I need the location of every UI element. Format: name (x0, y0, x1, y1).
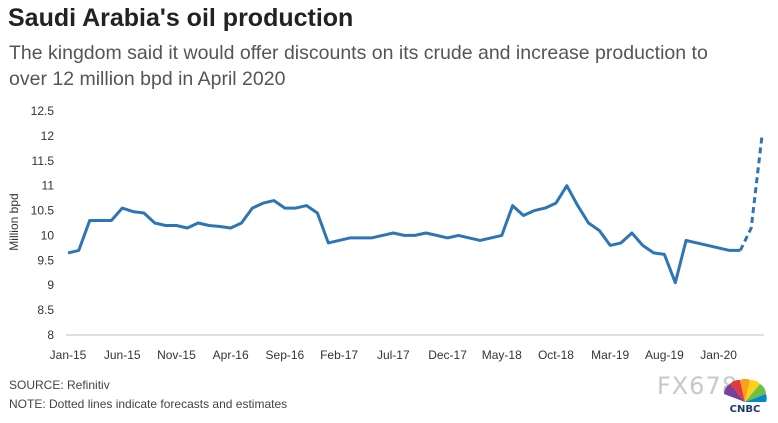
x-tick-label: May-18 (482, 348, 522, 362)
y-tick-label: 11 (42, 179, 55, 193)
x-tick-label: Feb-17 (320, 348, 358, 362)
forecast-line (738, 135, 764, 252)
y-tick-label: 12 (41, 129, 55, 143)
x-tick-label: Aug-19 (645, 348, 684, 362)
x-tick-label: Nov-15 (157, 348, 196, 362)
chart-title: Saudi Arabia's oil production (8, 4, 354, 32)
x-tick-label: Dec-17 (428, 348, 467, 362)
y-tick-label: 10 (41, 228, 55, 242)
x-tick-label: Jun-15 (104, 348, 141, 362)
x-tick-label: Sep-16 (266, 348, 305, 362)
cnbc-logo-text: CNBC (729, 404, 761, 415)
cnbc-peacock-icon (724, 378, 767, 402)
y-tick-label: 8 (47, 328, 54, 342)
x-tick-label: Jan-20 (700, 348, 737, 362)
source-note: SOURCE: Refinitiv (9, 378, 110, 392)
y-axis-label: Million bpd (7, 193, 21, 250)
y-tick-labels: 8 8.5 9 9.5 10 10.5 11 11.5 12 12.5 (31, 104, 55, 342)
x-tick-labels: Jan-15 Jun-15 Nov-15 Apr-16 Sep-16 Feb-17 Jul-… (50, 348, 738, 362)
forecast-note: NOTE: Dotted lines indicate forecasts an… (9, 397, 288, 411)
y-tick-label: 8.5 (37, 303, 54, 317)
y-tick-label: 10.5 (31, 204, 55, 218)
watermark: FX678 (656, 372, 738, 400)
y-tick-label: 12.5 (31, 104, 55, 118)
x-tick-label: Jan-15 (50, 348, 87, 362)
y-tick-label: 11.5 (32, 154, 55, 168)
actual-production-line (67, 184, 741, 285)
x-tick-label: Jul-17 (377, 348, 410, 362)
x-tick-label: Mar-19 (591, 348, 629, 362)
series-lines (67, 135, 764, 285)
x-tick-label: Oct-18 (538, 348, 574, 362)
chart-subtitle: The kingdom said it would offer discount… (9, 42, 708, 90)
y-tick-label: 9 (47, 278, 54, 292)
x-tick-label: Apr-16 (213, 348, 249, 362)
y-tick-label: 9.5 (37, 253, 54, 267)
